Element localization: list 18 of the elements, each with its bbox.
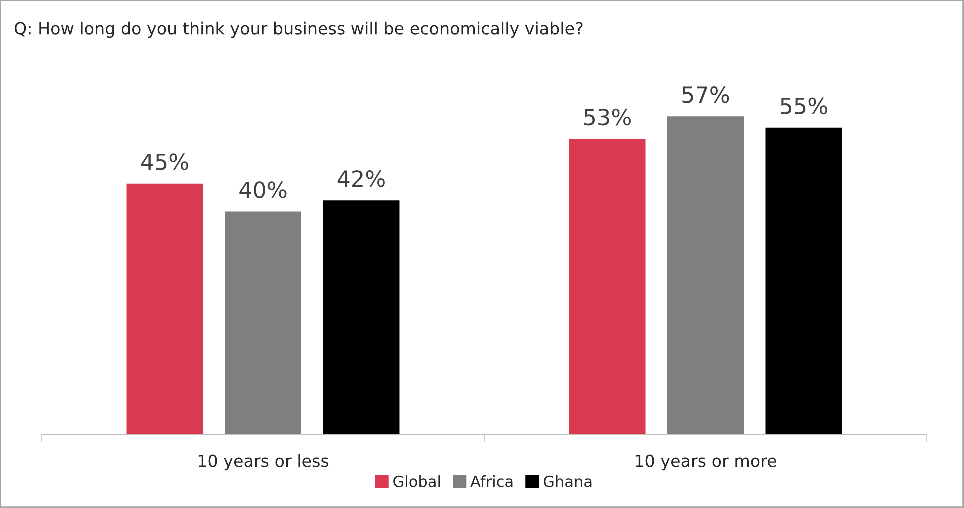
x-tick-label: 10 years or more (636, 454, 776, 471)
data-label: 57% (682, 86, 730, 104)
bar (568, 138, 648, 435)
legend-label: Ghana (544, 476, 592, 488)
legend-label: Africa (470, 476, 513, 488)
data-label: 45% (141, 154, 188, 170)
data-label: 55% (781, 98, 828, 115)
legend-label: Global (394, 476, 440, 488)
bar (322, 199, 402, 435)
data-label: 53% (584, 108, 631, 126)
data-label: 40% (240, 182, 287, 198)
x-tick-label: 10 years or less (198, 454, 329, 471)
bar (764, 126, 844, 435)
bar (666, 115, 746, 435)
data-label: 42% (338, 170, 385, 188)
bar (224, 210, 303, 435)
chart-title: Q: How long do you think your business will be economically viable? (14, 22, 583, 38)
bar (125, 182, 205, 435)
